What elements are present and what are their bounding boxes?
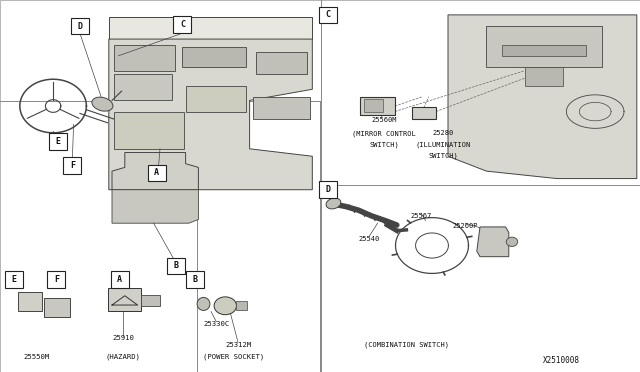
Bar <box>364 99 383 112</box>
Ellipse shape <box>506 237 518 247</box>
Text: 25280: 25280 <box>433 130 454 136</box>
Polygon shape <box>114 112 184 149</box>
Polygon shape <box>448 15 637 179</box>
Text: 25260P: 25260P <box>452 223 478 229</box>
Bar <box>71 17 89 35</box>
Text: SWITCH): SWITCH) <box>429 153 458 160</box>
Text: 25560M: 25560M <box>371 117 397 123</box>
Polygon shape <box>112 153 198 190</box>
Bar <box>319 7 337 23</box>
Bar <box>182 46 246 67</box>
Text: 25567: 25567 <box>410 213 432 219</box>
Text: X2510008: X2510008 <box>543 356 580 365</box>
Bar <box>114 74 172 100</box>
Polygon shape <box>109 17 312 39</box>
Text: 25550M: 25550M <box>23 354 50 360</box>
Text: (ILLUMINATION: (ILLUMINATION <box>416 142 471 148</box>
Bar <box>141 295 160 306</box>
Bar <box>108 288 141 311</box>
Text: A: A <box>154 169 159 177</box>
Polygon shape <box>477 227 509 257</box>
Text: C: C <box>325 10 330 19</box>
Bar <box>319 182 337 198</box>
Polygon shape <box>109 39 312 190</box>
Text: B: B <box>192 275 197 284</box>
Text: E: E <box>12 275 17 284</box>
Polygon shape <box>44 298 70 317</box>
Bar <box>5 272 23 288</box>
Text: D: D <box>325 185 330 194</box>
Bar <box>111 272 129 288</box>
Ellipse shape <box>197 298 210 310</box>
Polygon shape <box>112 190 198 223</box>
Bar <box>63 157 81 174</box>
Polygon shape <box>18 292 42 311</box>
Bar <box>148 164 166 181</box>
Bar <box>502 45 586 56</box>
Bar <box>173 16 191 32</box>
Bar <box>525 67 563 86</box>
Bar <box>186 86 246 112</box>
Ellipse shape <box>326 198 341 209</box>
Bar <box>253 97 310 119</box>
Text: F: F <box>70 161 75 170</box>
Text: (COMBINATION SWITCH): (COMBINATION SWITCH) <box>364 342 449 349</box>
Text: SWITCH): SWITCH) <box>369 142 399 148</box>
Text: 25540: 25540 <box>358 236 380 242</box>
Bar <box>114 45 175 71</box>
Bar <box>47 272 65 288</box>
Text: A: A <box>117 275 122 284</box>
Text: D: D <box>77 22 83 31</box>
Bar <box>256 52 307 74</box>
Text: (MIRROR CONTROL: (MIRROR CONTROL <box>352 131 416 137</box>
Bar <box>49 133 67 150</box>
Bar <box>412 107 436 119</box>
Text: 25330C: 25330C <box>203 321 230 327</box>
Text: B: B <box>173 262 179 270</box>
Text: E: E <box>55 137 60 146</box>
Bar <box>360 97 395 115</box>
Text: (POWER SOCKET): (POWER SOCKET) <box>203 354 264 360</box>
Text: C: C <box>180 20 185 29</box>
Text: F: F <box>54 275 59 284</box>
Text: (HAZARD): (HAZARD) <box>106 354 140 360</box>
Bar <box>186 272 204 288</box>
Bar <box>167 258 185 275</box>
Ellipse shape <box>92 97 113 111</box>
Bar <box>236 301 247 310</box>
Bar <box>486 26 602 67</box>
Text: 25312M: 25312M <box>225 342 252 348</box>
Text: 25910: 25910 <box>112 335 134 341</box>
Ellipse shape <box>214 297 236 315</box>
